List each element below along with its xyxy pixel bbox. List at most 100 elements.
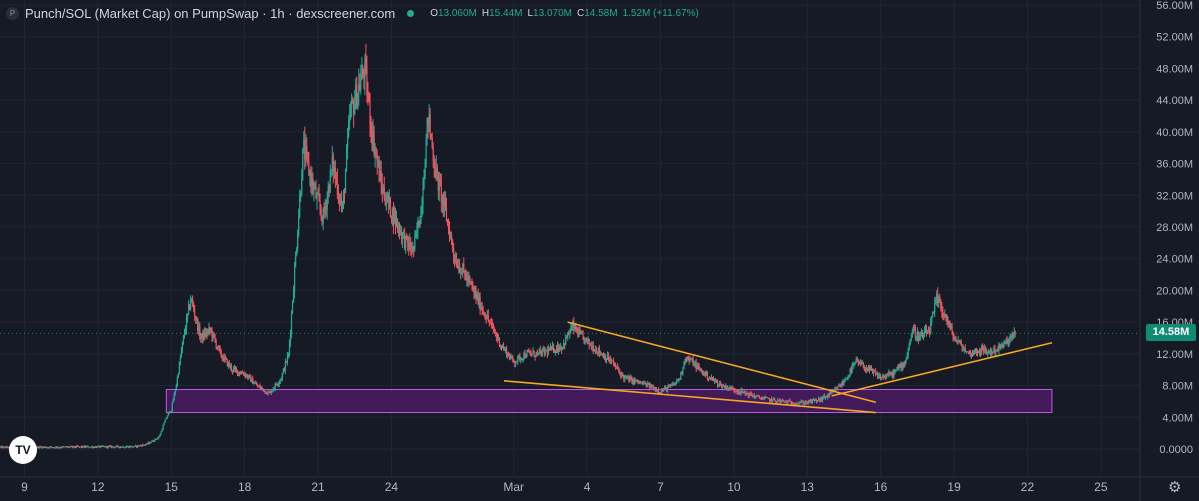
low-key: L (527, 7, 534, 19)
candle-body (782, 400, 784, 402)
candle-body (133, 445, 136, 447)
candle-body (476, 294, 478, 299)
candle-body (911, 333, 913, 338)
close-key: C (576, 7, 585, 19)
candle-body (328, 186, 330, 193)
candle-body (697, 365, 699, 367)
candle-body (349, 117, 351, 122)
candle-body (106, 446, 108, 448)
candle-body (698, 366, 700, 369)
candle-body (841, 381, 843, 387)
candle-body (551, 345, 554, 348)
candle-body (353, 102, 355, 115)
candle-body (210, 330, 212, 332)
candle-body (415, 231, 417, 237)
candle-body (994, 348, 996, 353)
candle-body (308, 159, 310, 176)
candle-body (401, 231, 403, 240)
candle-body (382, 187, 384, 194)
candle-body (329, 170, 331, 193)
candle-body (512, 355, 514, 360)
x-tick-label: 12 (91, 480, 105, 494)
candle-body (725, 385, 727, 388)
candle-body (337, 195, 340, 198)
candle-body (477, 294, 479, 304)
candle-body (90, 446, 92, 448)
candle-body (968, 351, 970, 353)
candle-body (633, 378, 635, 382)
candle-body (445, 207, 448, 221)
candle-body (719, 383, 721, 386)
x-tick-label: 10 (727, 480, 741, 494)
y-tick-label: 28.00M (1156, 222, 1193, 234)
candle-body (797, 403, 799, 405)
low-value: 13.070M (533, 7, 572, 19)
candle-body (946, 316, 948, 325)
candle-body (277, 384, 279, 386)
candle-body (303, 139, 305, 149)
candle-body (787, 400, 789, 404)
candle-body (397, 224, 400, 228)
candle-body (488, 320, 490, 323)
candle-body (149, 442, 151, 444)
candle-body (931, 316, 933, 323)
candle-body (211, 330, 213, 338)
candle-body (563, 342, 565, 348)
candle-body (287, 353, 290, 356)
candle-body (126, 446, 129, 448)
candle-body (109, 445, 111, 447)
candle-body (858, 363, 860, 365)
y-tick-label: 40.00M (1156, 127, 1193, 139)
symbol-icon[interactable]: P (6, 6, 19, 20)
candle-body (124, 447, 126, 449)
candle-body (684, 359, 686, 362)
candle-body (566, 336, 568, 339)
candle-body (559, 347, 561, 350)
candle-body (339, 200, 342, 203)
candle-body (260, 387, 262, 389)
candle-body (729, 386, 731, 389)
candle-body (358, 84, 360, 94)
candle-body (883, 375, 885, 378)
candle-body (385, 202, 387, 205)
candle-body (827, 394, 829, 398)
tradingview-logo-icon[interactable]: TV (9, 436, 37, 464)
candle-body (575, 324, 577, 331)
candle-body (219, 348, 221, 351)
candle-body (751, 395, 753, 397)
candle-body (936, 293, 938, 303)
candle-body (701, 370, 703, 373)
candle-body (125, 446, 127, 448)
gear-icon[interactable]: ⚙ (1168, 479, 1182, 496)
candle-body (437, 171, 439, 191)
candle-body (790, 401, 792, 404)
candle-body (381, 183, 383, 194)
candle-body (881, 377, 883, 380)
candle-body (760, 398, 763, 400)
candle-body (261, 387, 263, 389)
x-tick-label: 7 (657, 480, 664, 494)
candle-body (843, 382, 845, 384)
candle-body (135, 445, 138, 448)
candle-body (620, 372, 622, 377)
candle-body (595, 348, 597, 353)
candle-body (868, 366, 871, 371)
ohlc-readout: O13.060M H15.44M L13.070M C14.58M 1.52M … (430, 8, 699, 19)
candle-body (528, 351, 530, 353)
candle-body (706, 372, 709, 379)
candle-body (284, 361, 287, 371)
candle-body (950, 326, 952, 328)
candle-body (185, 317, 188, 330)
candle-body (564, 342, 566, 346)
candle-body (780, 400, 782, 402)
y-tick-label: 52.00M (1156, 32, 1193, 44)
candle-body (223, 356, 225, 361)
candle-body (76, 446, 79, 448)
candle-body (380, 171, 382, 184)
candle-body (444, 198, 447, 208)
y-tick-label: 12.00M (1156, 349, 1193, 361)
candle-body (532, 351, 534, 354)
candle-body (53, 447, 55, 449)
candle-body (784, 401, 786, 403)
